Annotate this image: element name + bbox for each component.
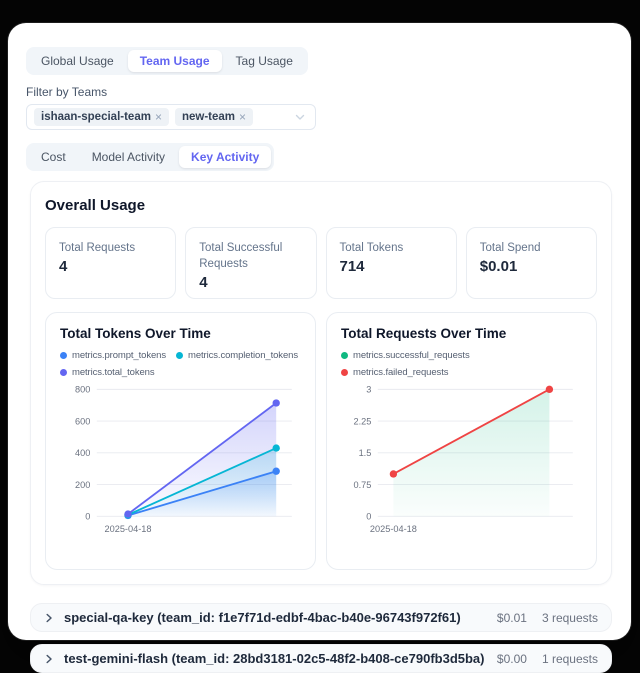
legend-label: metrics.total_tokens — [72, 367, 155, 378]
team-chip[interactable]: new-team × — [174, 108, 254, 126]
activity-tabs: Cost Model Activity Key Activity — [26, 143, 275, 171]
tab-global-usage[interactable]: Global Usage — [29, 50, 126, 72]
stat-value: 4 — [199, 274, 208, 292]
stats-grid: Total Requests 4 Total Successful Reques… — [45, 227, 597, 299]
stat-value: 4 — [59, 258, 68, 276]
svg-text:1.5: 1.5 — [359, 448, 372, 458]
chart-legend: metrics.successful_requests metrics.fail… — [341, 350, 582, 378]
legend-label: metrics.successful_requests — [353, 350, 470, 361]
team-chip[interactable]: ishaan-special-team × — [34, 108, 169, 126]
chevron-right-icon[interactable] — [44, 654, 54, 664]
chip-remove-icon[interactable]: × — [154, 110, 162, 124]
chevron-down-icon[interactable] — [294, 111, 306, 123]
stat-value: 714 — [339, 258, 365, 276]
chip-remove-icon[interactable]: × — [239, 110, 247, 124]
legend-item: metrics.failed_requests — [341, 367, 582, 378]
stat-label: Total Requests — [59, 242, 136, 254]
stat-total-tokens: Total Tokens 714 — [325, 227, 457, 299]
key-row-test-gemini-flash[interactable]: test-gemini-flash (team_id: 28bd3181-02c… — [30, 644, 612, 673]
legend-item: metrics.successful_requests — [341, 350, 582, 361]
legend-item: metrics.total_tokens — [60, 367, 155, 378]
key-request-count: 3 requests — [541, 610, 598, 625]
svg-text:2025-04-18: 2025-04-18 — [104, 524, 151, 534]
svg-text:400: 400 — [75, 448, 90, 458]
legend-dot-icon — [341, 352, 348, 359]
key-spend: $0.00 — [496, 651, 527, 666]
usage-scope-tabs: Global Usage Team Usage Tag Usage — [26, 47, 308, 75]
stat-label: Total Tokens — [339, 242, 404, 254]
key-metrics: $0.00 1 requests — [497, 652, 598, 666]
legend-label: metrics.completion_tokens — [188, 350, 298, 361]
stat-total-requests: Total Requests 4 — [45, 227, 177, 299]
stat-label: Total Successful Requests — [199, 242, 283, 271]
legend-dot-icon — [60, 352, 67, 359]
key-metrics: $0.01 3 requests — [497, 611, 598, 625]
svg-text:3: 3 — [366, 385, 371, 395]
chart-title: Total Tokens Over Time — [60, 326, 211, 341]
stat-value: $0.01 — [479, 258, 518, 276]
legend-label: metrics.prompt_tokens — [72, 350, 166, 361]
chevron-right-icon[interactable] — [44, 613, 54, 623]
overall-usage-card: Overall Usage Total Requests 4 Total Suc… — [30, 181, 612, 585]
stat-label: Total Spend — [479, 242, 541, 254]
total-requests-chart-card: Total Requests Over Time metrics.success… — [326, 312, 597, 570]
tab-cost[interactable]: Cost — [29, 146, 78, 168]
svg-text:800: 800 — [75, 385, 90, 395]
svg-text:0.75: 0.75 — [353, 480, 371, 490]
tab-team-usage[interactable]: Team Usage — [127, 50, 222, 72]
dashboard-panel: Global Usage Team Usage Tag Usage Filter… — [8, 23, 631, 673]
key-spend: $0.01 — [496, 610, 527, 625]
svg-text:2.25: 2.25 — [353, 416, 371, 426]
chart-canvas: 0 0.75 1.5 2.25 3 2025-04-18 — [353, 385, 573, 534]
svg-text:0: 0 — [366, 512, 371, 522]
svg-text:0: 0 — [85, 512, 90, 522]
legend-dot-icon — [60, 369, 67, 376]
svg-text:200: 200 — [75, 480, 90, 490]
tab-key-activity[interactable]: Key Activity — [179, 146, 272, 168]
tab-model-activity[interactable]: Model Activity — [80, 146, 177, 168]
requests-chart-canvas: 0 0.75 1.5 2.25 3 2025-04-18 — [341, 382, 582, 544]
tab-tag-usage[interactable]: Tag Usage — [224, 50, 305, 72]
key-rows: special-qa-key (team_id: f1e7f71d-edbf-4… — [30, 603, 612, 673]
team-filter-select[interactable]: ishaan-special-team × new-team × — [26, 104, 316, 130]
chart-canvas: 0 200 400 600 800 2025-04-18 — [75, 385, 292, 534]
total-tokens-chart-card: Total Tokens Over Time metrics.prompt_to… — [45, 312, 316, 570]
legend-label: metrics.failed_requests — [353, 367, 449, 378]
stat-total-spend: Total Spend $0.01 — [465, 227, 597, 299]
overall-usage-title: Overall Usage — [45, 197, 146, 214]
team-chip-label: ishaan-special-team — [41, 111, 151, 123]
legend-item: metrics.prompt_tokens — [60, 350, 166, 361]
svg-text:600: 600 — [75, 416, 90, 426]
key-name: special-qa-key (team_id: f1e7f71d-edbf-4… — [64, 610, 461, 625]
tokens-chart-canvas: 0 200 400 600 800 2025-04-18 — [60, 382, 301, 544]
team-chip-label: new-team — [181, 111, 235, 123]
chart-title: Total Requests Over Time — [341, 326, 507, 341]
stat-total-successful-requests: Total Successful Requests 4 — [185, 227, 317, 299]
legend-dot-icon — [341, 369, 348, 376]
svg-text:2025-04-18: 2025-04-18 — [370, 524, 417, 534]
filter-by-teams-label: Filter by Teams — [26, 85, 108, 99]
legend-dot-icon — [176, 352, 183, 359]
key-request-count: 1 requests — [541, 651, 598, 666]
key-row-special-qa-key[interactable]: special-qa-key (team_id: f1e7f71d-edbf-4… — [30, 603, 612, 632]
key-name: test-gemini-flash (team_id: 28bd3181-02c… — [64, 651, 485, 666]
charts-grid: Total Tokens Over Time metrics.prompt_to… — [45, 312, 597, 570]
chart-legend: metrics.prompt_tokens metrics.completion… — [60, 350, 301, 378]
legend-item: metrics.completion_tokens — [176, 350, 298, 361]
